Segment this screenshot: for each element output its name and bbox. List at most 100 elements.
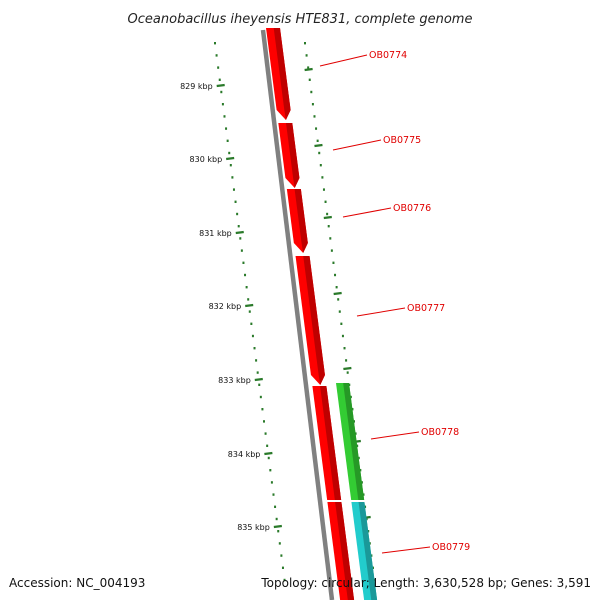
tick-dot	[261, 408, 264, 411]
tick-dot	[272, 493, 275, 496]
tick-dot	[263, 420, 266, 423]
tick-dot	[345, 359, 348, 362]
major-tick	[314, 143, 323, 148]
tick-dot	[370, 554, 373, 557]
tick-dot	[304, 42, 306, 45]
tick-dot	[359, 469, 362, 472]
major-tick	[333, 291, 342, 296]
tick-dot	[225, 127, 228, 130]
forward-gene-arrow[interactable]	[312, 386, 342, 500]
gene-label[interactable]: OB0779	[432, 542, 470, 553]
tick-dot	[226, 139, 229, 142]
forward-gene-arrow[interactable]	[278, 123, 300, 188]
tick-dot	[266, 444, 269, 447]
gene-label-leader	[381, 546, 431, 554]
tick-dot	[343, 347, 346, 350]
tick-dot	[308, 78, 311, 81]
tick-dot	[267, 456, 270, 460]
tick-dot	[311, 103, 314, 106]
kbp-tick-label: 833 kbp	[218, 376, 251, 385]
tick-dot	[223, 115, 226, 118]
tick-dot	[318, 151, 321, 155]
major-tick	[343, 366, 352, 371]
tick-dot	[255, 359, 258, 362]
major-tick	[323, 215, 332, 220]
tick-dot	[319, 164, 322, 167]
tick-dot	[360, 481, 363, 484]
tick-dot	[269, 469, 272, 472]
tick-dot	[305, 54, 308, 57]
tick-dot	[248, 310, 251, 313]
tick-dot	[364, 505, 367, 508]
kbp-tick	[245, 303, 254, 308]
topology-text: Topology: circular; Length: 3,630,528 bp…	[261, 576, 591, 590]
kbp-tick-label: 834 kbp	[228, 450, 261, 459]
tick-dot	[329, 237, 332, 240]
kbp-tick	[235, 230, 244, 235]
tick-dot	[373, 578, 376, 582]
forward-gene-arrow[interactable]	[295, 256, 325, 385]
tick-dot	[239, 237, 242, 240]
tick-dot	[356, 444, 359, 447]
tick-dot	[220, 90, 223, 94]
kbp-tick	[226, 156, 235, 161]
tick-dot	[371, 566, 374, 569]
tick-dot	[283, 578, 286, 582]
tick-dot	[253, 347, 256, 350]
forward-gene-arrow[interactable]	[266, 28, 291, 120]
forward-gene-arrow[interactable]	[327, 502, 355, 600]
forward-gene-arrow[interactable]	[286, 189, 308, 253]
tick-dot	[322, 188, 325, 191]
tick-dot	[240, 249, 243, 252]
tick-dot	[313, 115, 316, 118]
tick-dot	[264, 432, 267, 435]
kbp-tick-label: 831 kbp	[199, 229, 232, 238]
gene-features	[266, 28, 378, 600]
tick-dot	[280, 554, 283, 557]
tick-dot	[349, 395, 352, 399]
kbp-tick	[254, 377, 263, 382]
map-title: Oceanobacillus iheyensis HTE831, complet…	[128, 12, 473, 27]
gene-label-leader	[342, 207, 392, 218]
tick-dot	[354, 432, 357, 435]
reverse-gene-arrow[interactable]	[351, 502, 378, 600]
gene-label[interactable]: OB0776	[393, 203, 431, 214]
tick-dot	[258, 383, 261, 386]
tick-dot	[242, 261, 245, 264]
gene-label[interactable]: OB0778	[421, 427, 459, 438]
tick-dot	[324, 200, 327, 203]
tick-dot	[307, 66, 310, 69]
tick-dot	[250, 322, 253, 325]
gene-label[interactable]: OB0777	[407, 303, 445, 314]
kbp-tick-label: 829 kbp	[180, 82, 213, 91]
tick-dot	[215, 54, 218, 57]
gene-label-leader	[319, 54, 368, 67]
gene-labels: OB0774 OB0775 OB0776 OB0777 OB0778 OB0779	[319, 50, 470, 554]
tick-dot	[237, 225, 240, 228]
tick-dot	[281, 566, 284, 569]
tick-dot	[251, 334, 254, 338]
gene-label-leader	[370, 431, 420, 440]
tick-dot	[357, 456, 360, 460]
tick-dot	[335, 286, 338, 289]
tick-dot	[231, 176, 234, 179]
tick-dot	[218, 78, 221, 81]
tick-dot	[348, 383, 351, 386]
tick-dot	[368, 542, 371, 545]
reverse-gene-arrow[interactable]	[336, 383, 365, 500]
tick-dot	[353, 420, 356, 423]
tick-dot	[351, 408, 354, 411]
gene-label-leader	[356, 307, 406, 317]
kbp-tick-label: 832 kbp	[209, 302, 242, 311]
tick-dot	[334, 273, 337, 277]
tick-dot	[234, 200, 237, 203]
gene-label[interactable]: OB0774	[369, 50, 407, 61]
gene-label[interactable]: OB0775	[383, 135, 421, 146]
tick-dot	[274, 505, 277, 508]
kbp-tick	[264, 451, 273, 456]
tick-dot	[337, 298, 340, 301]
tick-dot	[365, 517, 368, 521]
tick-dot	[232, 188, 235, 191]
tick-dot	[367, 530, 370, 533]
